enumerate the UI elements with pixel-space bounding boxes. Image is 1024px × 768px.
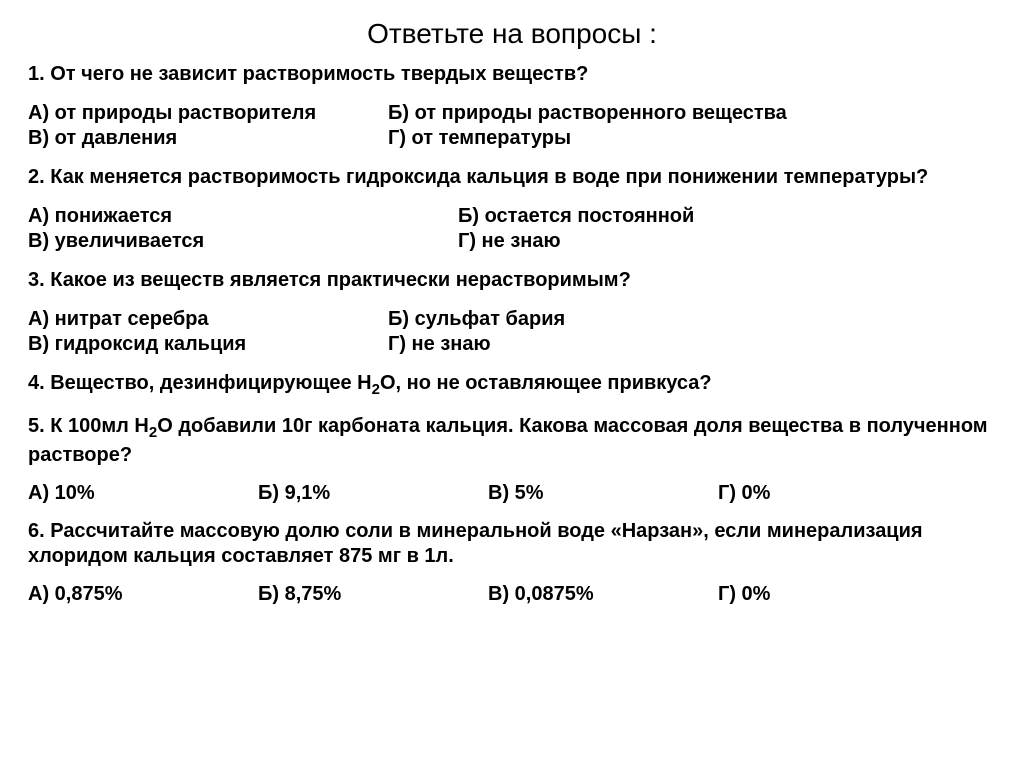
question-2: 2. Как меняется растворимость гидроксида… [28, 165, 996, 190]
question-1: 1. От чего не зависит растворимость твер… [28, 62, 996, 87]
question-4: 4. Вещество, дезинфицирующее Н2О, но не … [28, 371, 996, 400]
q2-option-a: А) понижается [28, 204, 458, 229]
q4-sub: 2 [372, 381, 380, 398]
question-2-options-row2: В) увеличивается Г) не знаю [28, 229, 996, 254]
q1-option-v: В) от давления [28, 126, 388, 151]
q5-text-pre: 5. К 100мл Н [28, 415, 149, 437]
q6-option-a: А) 0,875% [28, 583, 258, 606]
q5-option-v: В) 5% [488, 482, 718, 505]
q2-option-b: Б) остается постоянной [458, 204, 996, 229]
q1-option-g: Г) от температуры [388, 126, 996, 151]
question-5-options: А) 10% Б) 9,1% В) 5% Г) 0% [28, 482, 996, 505]
q1-option-a: А) от природы растворителя [28, 101, 388, 126]
q2-option-v: В) увеличивается [28, 229, 458, 254]
question-1-options-row1: А) от природы растворителя Б) от природы… [28, 101, 996, 126]
q3-option-a: А) нитрат серебра [28, 307, 388, 332]
q3-option-g: Г) не знаю [388, 332, 996, 357]
q4-text-pre: 4. Вещество, дезинфицирующее Н [28, 372, 372, 394]
question-6: 6. Рассчитайте массовую долю соли в мине… [28, 519, 996, 569]
q5-sub: 2 [149, 424, 157, 441]
question-3-options-row2: В) гидроксид кальция Г) не знаю [28, 332, 996, 357]
q3-option-b: Б) сульфат бария [388, 307, 996, 332]
q5-option-b: Б) 9,1% [258, 482, 488, 505]
question-3: 3. Какое из веществ является практически… [28, 268, 996, 293]
q5-option-a: А) 10% [28, 482, 258, 505]
page-title: Ответьте на вопросы : [28, 18, 996, 50]
q6-option-g: Г) 0% [718, 583, 948, 606]
q3-option-v: В) гидроксид кальция [28, 332, 388, 357]
question-5: 5. К 100мл Н2О добавили 10г карбоната ка… [28, 414, 996, 468]
q2-option-g: Г) не знаю [458, 229, 996, 254]
question-6-options: А) 0,875% Б) 8,75% В) 0,0875% Г) 0% [28, 583, 996, 606]
q6-option-v: В) 0,0875% [488, 583, 718, 606]
question-1-options-row2: В) от давления Г) от температуры [28, 126, 996, 151]
q6-option-b: Б) 8,75% [258, 583, 488, 606]
question-3-options-row1: А) нитрат серебра Б) сульфат бария [28, 307, 996, 332]
question-2-options-row1: А) понижается Б) остается постоянной [28, 204, 996, 229]
q4-text-post: О, но не оставляющее привкуса? [380, 372, 712, 394]
q1-option-b: Б) от природы растворенного вещества [388, 101, 996, 126]
q5-text-post: О добавили 10г карбоната кальция. Какова… [28, 415, 988, 466]
q5-option-g: Г) 0% [718, 482, 948, 505]
